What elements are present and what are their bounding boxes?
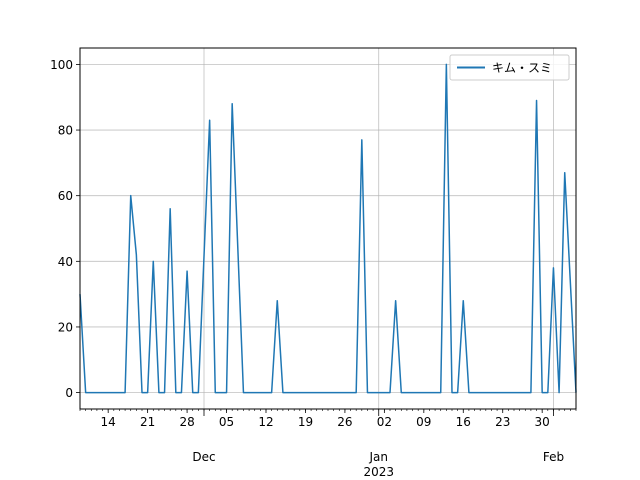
x-year-label: 2023 bbox=[363, 465, 394, 479]
y-tick-label: 100 bbox=[50, 58, 73, 72]
x-tick-label: 12 bbox=[258, 415, 273, 429]
x-tick-label: 30 bbox=[535, 415, 550, 429]
x-tick-label: 14 bbox=[101, 415, 116, 429]
x-tick-label: 16 bbox=[456, 415, 471, 429]
series-line bbox=[79, 63, 577, 394]
x-tick-label: 02 bbox=[377, 415, 392, 429]
x-month-label: Feb bbox=[543, 450, 564, 464]
y-tick-label: 80 bbox=[58, 124, 73, 138]
x-tick-label: 26 bbox=[337, 415, 352, 429]
series-layer bbox=[79, 63, 577, 394]
x-axis-ticks: 14 21 28 05 12 19 26 02 09 16 23 30 Dec Jan Feb 2023 bbox=[79, 409, 577, 479]
legend: キム・スミ bbox=[449, 54, 570, 81]
x-tick-label: 19 bbox=[298, 415, 313, 429]
y-tick-label: 20 bbox=[58, 320, 73, 334]
legend-box bbox=[449, 54, 570, 81]
x-tick-label: 23 bbox=[495, 415, 510, 429]
y-tick-label: 0 bbox=[65, 386, 73, 400]
y-tick-label: 40 bbox=[58, 255, 73, 269]
legend-label: キム・スミ bbox=[492, 61, 552, 75]
x-tick-label: 21 bbox=[140, 415, 155, 429]
x-tick-label: 09 bbox=[416, 415, 431, 429]
x-tick-label: 28 bbox=[179, 415, 194, 429]
x-month-label: Dec bbox=[192, 450, 215, 464]
y-axis-ticks: 0 20 40 60 80 100 bbox=[50, 58, 80, 400]
x-tick-label: 05 bbox=[219, 415, 234, 429]
x-month-label: Jan bbox=[368, 450, 388, 464]
y-tick-label: 60 bbox=[58, 189, 73, 203]
